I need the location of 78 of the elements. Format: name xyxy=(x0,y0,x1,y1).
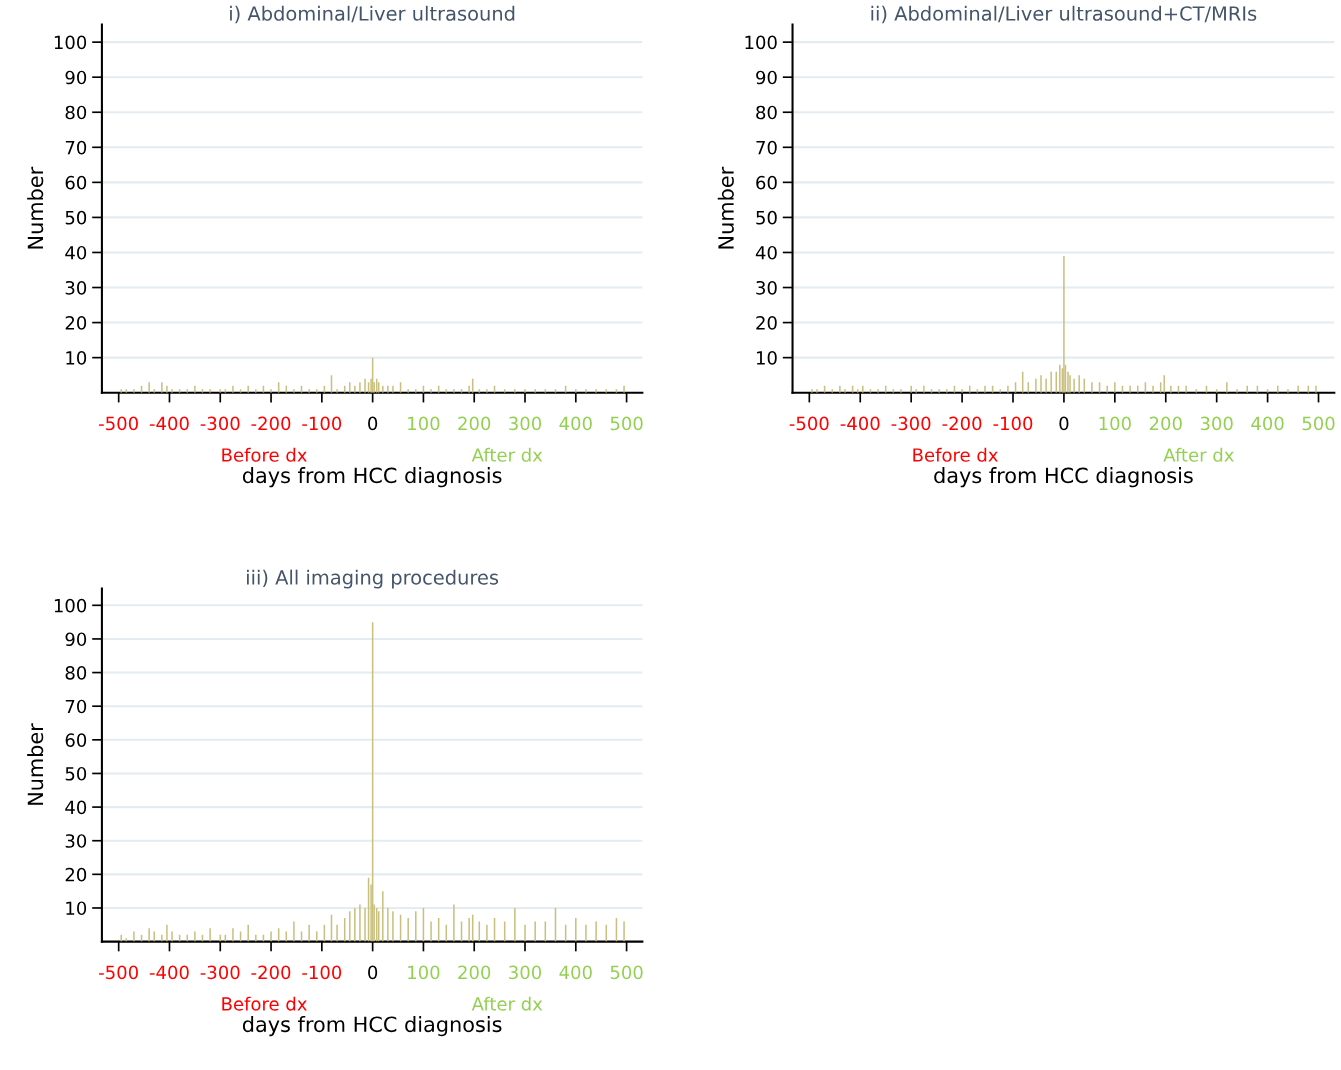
y-axis-title: Number xyxy=(27,166,44,249)
chart-title: ii) Abdominal/Liver ultrasound+CT/MRIs xyxy=(871,5,1257,24)
y-tick-label: 10 xyxy=(756,351,777,365)
x-axis-title: days from HCC diagnosis xyxy=(934,467,1193,488)
x-tick-label: 0 xyxy=(1059,416,1069,431)
y-tick-label: 50 xyxy=(65,766,87,781)
y-tick-label: 10 xyxy=(66,351,87,365)
y-tick-label: 90 xyxy=(756,70,777,85)
x-axis-title: days from HCC diagnosis xyxy=(242,467,502,488)
x-tick-label: 300 xyxy=(1200,416,1233,431)
x-tick-label: -100 xyxy=(302,416,342,431)
y-tick-label: 100 xyxy=(54,35,87,50)
x-tick-label: -300 xyxy=(891,416,931,431)
y-tick-label: 10 xyxy=(66,901,87,916)
x-tick-label: 400 xyxy=(559,965,592,980)
y-tick-label: 20 xyxy=(65,316,87,330)
y-tick-label: 90 xyxy=(65,632,87,647)
y-tick-label: 50 xyxy=(756,210,777,225)
x-tick-label: 400 xyxy=(1251,416,1284,431)
x-tick-label: -200 xyxy=(251,965,291,980)
y-tick-label: 80 xyxy=(756,105,777,120)
x-tick-label: -300 xyxy=(200,416,240,431)
x-tick-label: 200 xyxy=(458,416,491,431)
y-tick-label: 30 xyxy=(65,280,87,295)
x-tick-label: -300 xyxy=(200,965,240,980)
text: After dx xyxy=(1163,447,1234,462)
x-tick-label: 200 xyxy=(1149,416,1182,431)
y-tick-label: 20 xyxy=(65,867,87,882)
y-tick-label: 60 xyxy=(65,175,87,190)
x-tick-label: 400 xyxy=(559,416,592,431)
x-axis-title: days from HCC diagnosis xyxy=(242,1016,502,1037)
y-tick-label: 20 xyxy=(756,316,777,330)
chart-title: i) Abdominal/Liver ultrasound xyxy=(230,5,515,24)
x-tick-label: 500 xyxy=(610,416,643,431)
y-tick-label: 40 xyxy=(755,245,777,260)
x-tick-label: -400 xyxy=(149,416,189,431)
x-tick-label: 100 xyxy=(408,416,440,431)
y-tick-label: 70 xyxy=(756,140,777,155)
x-tick-label: 300 xyxy=(509,965,542,980)
y-axis-title: Number xyxy=(27,723,44,805)
x-tick-label: -400 xyxy=(149,965,189,980)
x-tick-label: -200 xyxy=(251,416,291,431)
x-tick-label: 100 xyxy=(408,965,440,980)
text: Before dx xyxy=(222,996,307,1011)
text: Before dx xyxy=(913,447,998,462)
y-tick-label: 40 xyxy=(65,245,87,260)
text: After dx xyxy=(471,447,543,462)
x-tick-label: -500 xyxy=(99,965,138,980)
x-tick-label: 200 xyxy=(458,965,491,980)
y-tick-label: 60 xyxy=(65,733,87,747)
y-tick-label: 70 xyxy=(65,699,87,714)
y-tick-label: 30 xyxy=(756,280,777,295)
y-tick-label: 90 xyxy=(65,70,87,85)
x-tick-label: -500 xyxy=(99,416,138,431)
x-tick-label: -100 xyxy=(993,416,1033,431)
x-tick-label: -500 xyxy=(789,416,829,431)
x-tick-label: 300 xyxy=(509,416,542,431)
text: Before dx xyxy=(222,447,307,462)
y-tick-label: 50 xyxy=(65,210,87,225)
chart-title: iii) All imaging procedures xyxy=(247,569,499,589)
y-tick-label: 80 xyxy=(65,666,87,680)
y-tick-label: 100 xyxy=(745,35,777,50)
x-tick-label: 500 xyxy=(1302,416,1335,431)
x-tick-label: 0 xyxy=(368,965,378,980)
x-tick-label: -100 xyxy=(302,965,342,980)
x-tick-label: 500 xyxy=(610,965,643,980)
x-tick-label: -400 xyxy=(840,416,880,431)
y-tick-label: 100 xyxy=(54,598,87,613)
text: After dx xyxy=(471,996,543,1011)
y-tick-label: 70 xyxy=(65,140,87,155)
y-axis-title: Number xyxy=(717,166,734,249)
x-tick-label: -200 xyxy=(942,416,982,431)
x-tick-label: 100 xyxy=(1099,416,1131,431)
y-tick-label: 40 xyxy=(65,800,87,815)
y-tick-label: 60 xyxy=(756,175,777,190)
y-tick-label: 30 xyxy=(65,834,87,848)
y-tick-label: 80 xyxy=(65,105,87,120)
x-tick-label: 0 xyxy=(368,416,378,431)
